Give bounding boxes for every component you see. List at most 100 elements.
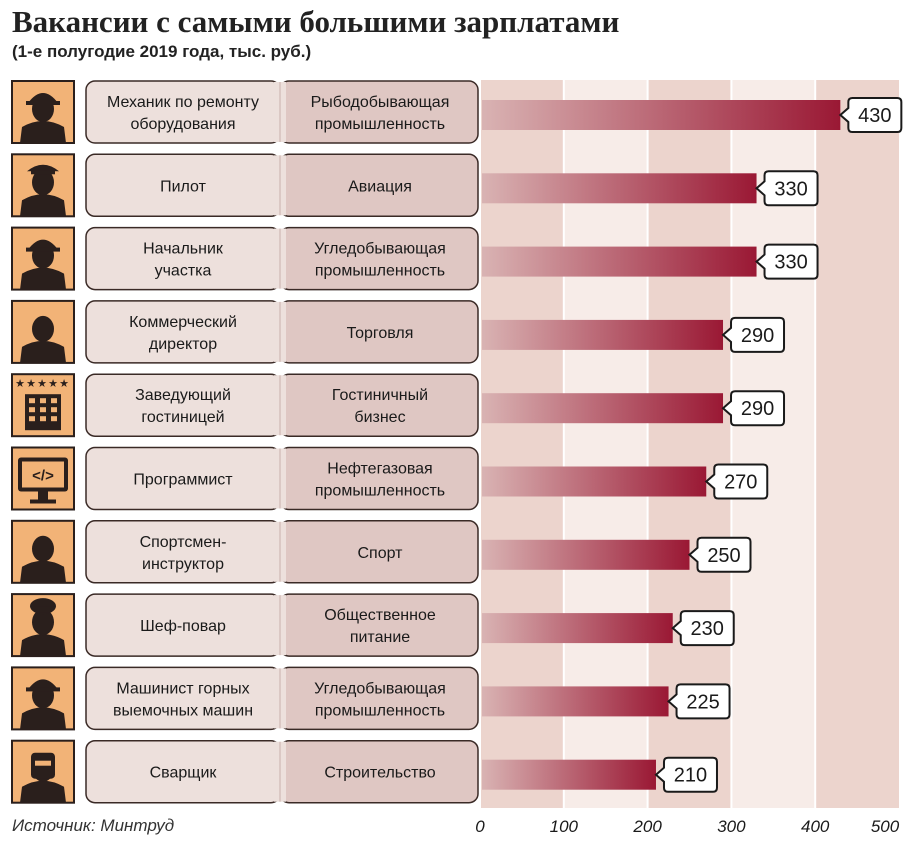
body-shape bbox=[20, 780, 66, 803]
bar bbox=[482, 686, 669, 717]
helmet-shape bbox=[28, 679, 58, 690]
bar bbox=[482, 100, 841, 130]
x-tick-label: 300 bbox=[717, 817, 746, 836]
industry-cell bbox=[279, 593, 479, 657]
industry-label: Рыбодобывающая bbox=[311, 94, 450, 111]
chart-title: Вакансии с самыми большими зарплатами bbox=[12, 4, 620, 39]
profession-cell bbox=[85, 520, 281, 584]
body-shape bbox=[20, 560, 66, 583]
value-label: 290 bbox=[741, 398, 774, 420]
value-label: 290 bbox=[741, 325, 774, 347]
profession-label: Сварщик bbox=[150, 765, 218, 782]
industry-label: промышленность bbox=[315, 483, 445, 500]
chef-hat-band bbox=[34, 606, 52, 613]
bar bbox=[482, 759, 656, 790]
window-shape bbox=[51, 398, 57, 404]
helmet-brim bbox=[26, 101, 60, 105]
value-callout bbox=[721, 390, 786, 427]
industry-label: Гостиничный bbox=[332, 387, 428, 404]
bar bbox=[482, 466, 707, 497]
industry-cell bbox=[279, 373, 479, 437]
industry-label: питание bbox=[350, 629, 410, 646]
profession-label: Пилот bbox=[160, 178, 207, 195]
chart-row: businessman-iconКоммерческийдиректорТорг… bbox=[11, 299, 786, 364]
profession-cell bbox=[85, 226, 281, 291]
value-label: 270 bbox=[724, 472, 757, 494]
profession-label: Заведующий bbox=[135, 387, 231, 404]
window-shape bbox=[51, 416, 57, 422]
chart-row: miner-helmet-iconМашинист горныхвыемочны… bbox=[11, 666, 731, 731]
body-shape bbox=[20, 634, 66, 657]
x-axis-ticks: 0 100 200 300 400 500 bbox=[475, 817, 899, 836]
body-shape bbox=[20, 707, 66, 730]
body-shape bbox=[20, 121, 66, 143]
profession-label: оборудования bbox=[130, 116, 235, 133]
profession-cell bbox=[85, 300, 281, 364]
window-shape bbox=[40, 407, 46, 413]
star-icon: ★ bbox=[59, 378, 69, 390]
profession-label: гостиницей bbox=[141, 409, 224, 426]
industry-label: Торговля bbox=[347, 325, 414, 342]
chart-row: hardhat-worker-iconНачальникучасткаУглед… bbox=[11, 226, 819, 291]
monitor-base bbox=[30, 499, 56, 504]
industry-cell bbox=[279, 446, 479, 511]
value-callout bbox=[721, 316, 786, 353]
industry-label: промышленность bbox=[315, 702, 445, 719]
profession-cell bbox=[85, 373, 281, 437]
chart-subtitle: (1-е полугодие 2019 года, тыс. руб.) bbox=[12, 42, 312, 61]
profession-label: инструктор bbox=[142, 556, 224, 573]
chart-row: ★ ★ ★ ★ ★hotel-five-stars-iconЗаведующийгост… bbox=[11, 373, 786, 438]
mask-visor bbox=[35, 760, 51, 766]
industry-cell bbox=[279, 80, 479, 144]
industry-label: Спорт bbox=[358, 545, 404, 562]
star-icon: ★ bbox=[37, 378, 47, 390]
industry-label: Общественное bbox=[324, 607, 436, 624]
industry-label: промышленность bbox=[315, 116, 445, 133]
value-callout bbox=[654, 756, 718, 793]
chart-row: mechanic-helmet-wrench-iconМеханик по ре… bbox=[11, 80, 903, 144]
profession-label: Шеф-повар bbox=[140, 618, 226, 635]
chart-row: welder-mask-iconСварщик Строительство 210 bbox=[11, 739, 718, 804]
code-glyph: </> bbox=[32, 468, 54, 485]
head-shape bbox=[32, 315, 54, 342]
window-shape bbox=[40, 398, 46, 404]
industry-label: Авиация bbox=[348, 178, 412, 195]
value-callout bbox=[704, 463, 769, 500]
value-callout bbox=[667, 683, 731, 720]
value-label: 330 bbox=[774, 252, 807, 274]
profession-cell bbox=[85, 666, 281, 731]
cap-brim bbox=[31, 170, 55, 175]
window-shape bbox=[51, 407, 57, 413]
window-shape bbox=[29, 416, 35, 422]
profession-label: Машинист горных bbox=[116, 680, 249, 697]
profession-label: директор bbox=[149, 336, 217, 353]
value-callout bbox=[755, 170, 819, 207]
value-label: 210 bbox=[674, 765, 707, 787]
window-shape bbox=[40, 416, 46, 422]
industry-label: Угледобывающая bbox=[314, 680, 446, 697]
helmet-shape bbox=[28, 239, 58, 250]
window-shape bbox=[29, 407, 35, 413]
body-shape bbox=[20, 194, 66, 217]
bar bbox=[482, 613, 673, 644]
helmet-brim bbox=[26, 247, 60, 252]
x-tick-label: 0 bbox=[475, 817, 485, 836]
head-shape bbox=[32, 169, 54, 196]
star-icon: ★ bbox=[15, 378, 25, 390]
industry-label: Строительство bbox=[324, 765, 435, 782]
value-callout bbox=[755, 243, 819, 280]
industry-cell bbox=[279, 666, 479, 731]
x-tick-label: 200 bbox=[632, 817, 662, 836]
profession-label: Механик по ремонту bbox=[107, 94, 259, 111]
industry-label: Угледобывающая bbox=[314, 241, 446, 258]
body-shape bbox=[20, 267, 66, 290]
profession-cell bbox=[85, 80, 281, 144]
value-label: 330 bbox=[774, 178, 807, 200]
chart-rows: mechanic-helmet-wrench-iconМеханик по ре… bbox=[11, 80, 903, 804]
bar bbox=[482, 246, 757, 277]
bar bbox=[482, 393, 724, 424]
body-shape bbox=[20, 340, 66, 363]
monitor-stand bbox=[38, 491, 48, 500]
